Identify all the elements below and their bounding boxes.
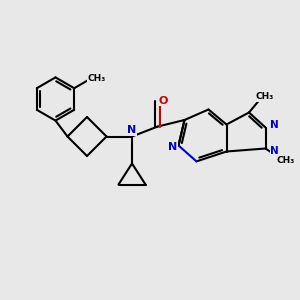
Text: CH₃: CH₃: [256, 92, 274, 101]
Text: CH₃: CH₃: [277, 156, 295, 165]
Text: CH₃: CH₃: [88, 74, 106, 83]
Text: N: N: [128, 125, 136, 135]
Text: N: N: [168, 142, 177, 152]
Text: N: N: [270, 146, 279, 156]
Text: O: O: [158, 95, 168, 106]
Text: N: N: [269, 119, 278, 130]
